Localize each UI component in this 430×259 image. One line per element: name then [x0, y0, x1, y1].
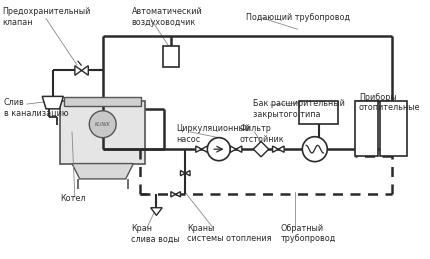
Polygon shape	[202, 146, 207, 152]
Polygon shape	[181, 170, 185, 176]
Polygon shape	[196, 146, 202, 152]
Polygon shape	[175, 192, 181, 197]
Polygon shape	[42, 96, 63, 109]
Text: Циркуляционный
насос: Циркуляционный насос	[177, 124, 251, 144]
Polygon shape	[278, 146, 284, 152]
Text: Предохранительный
клапан: Предохранительный клапан	[2, 7, 90, 26]
Text: Приборы
отопительные: Приборы отопительные	[359, 92, 421, 112]
Text: Слив
в канализацию: Слив в канализацию	[4, 98, 68, 118]
Circle shape	[302, 137, 327, 162]
Text: Обратный
трубопровод: Обратный трубопровод	[280, 224, 335, 243]
Circle shape	[89, 111, 116, 138]
Bar	[380, 101, 407, 156]
Polygon shape	[185, 170, 190, 176]
Text: KLINIK: KLINIK	[95, 122, 111, 127]
Polygon shape	[75, 66, 82, 75]
Circle shape	[207, 138, 230, 161]
Text: Автоматический
воздуховодчик: Автоматический воздуховодчик	[132, 7, 202, 26]
Polygon shape	[273, 146, 278, 152]
Polygon shape	[171, 192, 175, 197]
Polygon shape	[230, 146, 236, 152]
Bar	[61, 101, 145, 164]
Text: Подающий трубопровод: Подающий трубопровод	[246, 13, 350, 22]
Text: Котел: Котел	[61, 194, 86, 203]
Text: Краны
системы отопления: Краны системы отопления	[187, 224, 272, 243]
Bar	[163, 46, 178, 67]
Polygon shape	[236, 146, 242, 152]
Bar	[355, 101, 378, 156]
Bar	[64, 97, 141, 106]
Text: Фильтр
отстойник: Фильтр отстойник	[240, 124, 285, 144]
Polygon shape	[253, 141, 269, 157]
Polygon shape	[82, 66, 88, 75]
Polygon shape	[150, 208, 162, 215]
Polygon shape	[72, 164, 133, 179]
Text: Кран
слива воды: Кран слива воды	[132, 224, 180, 243]
Text: Бак расширительный
закрытого типа: Бак расширительный закрытого типа	[253, 99, 345, 119]
Bar	[299, 101, 338, 124]
